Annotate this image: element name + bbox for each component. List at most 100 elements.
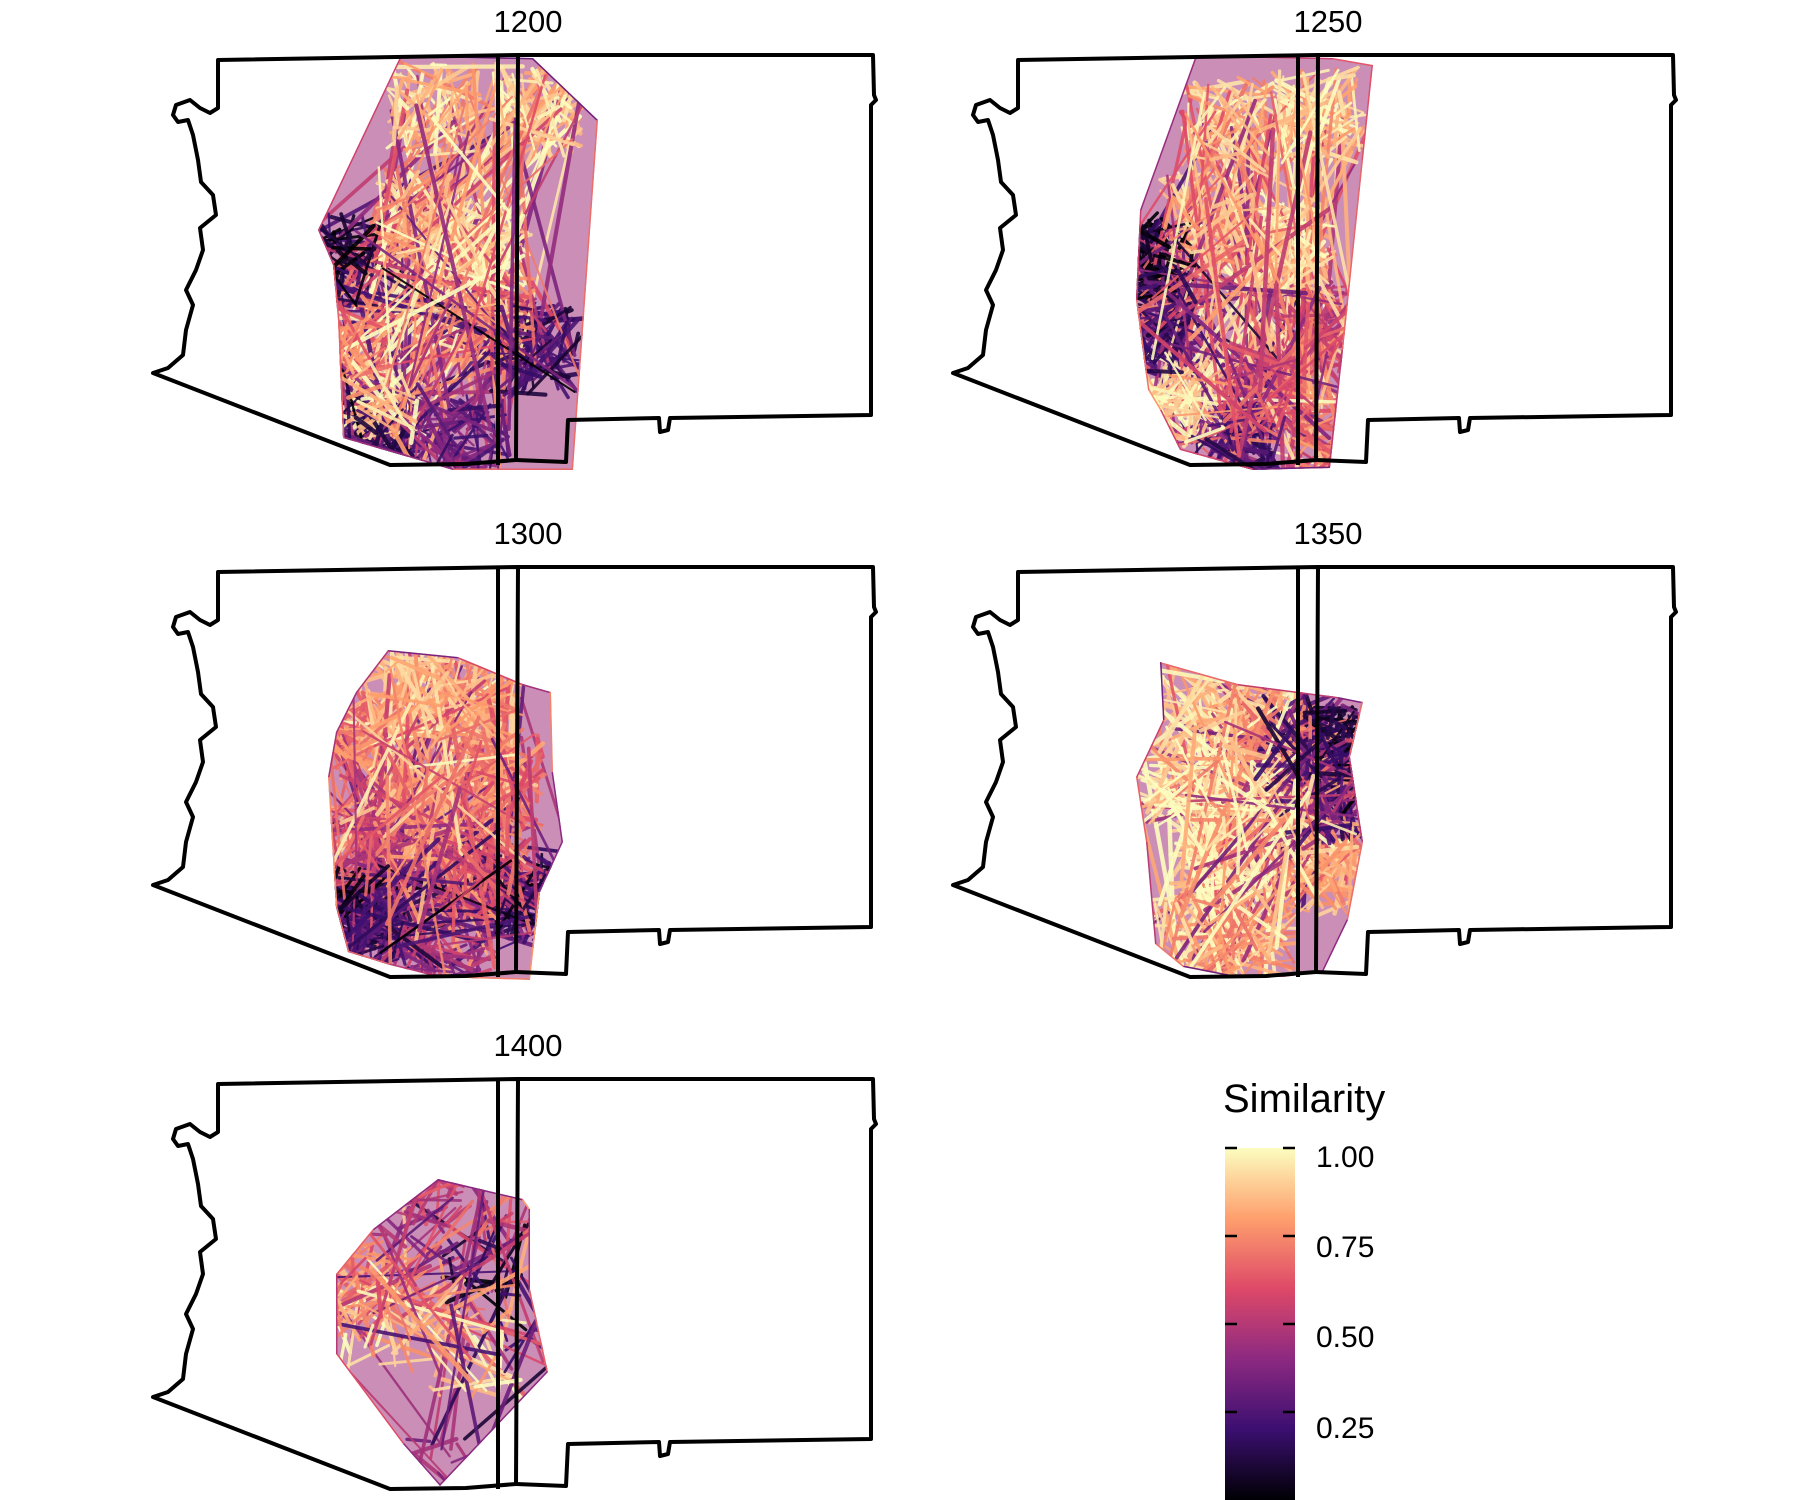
network-edge xyxy=(578,864,584,936)
network-edge xyxy=(360,818,407,888)
network-edge xyxy=(384,915,530,952)
network-edge xyxy=(336,1250,361,1293)
network-edge xyxy=(1184,793,1354,818)
network-edge xyxy=(292,1235,326,1269)
network-edge xyxy=(1136,776,1196,828)
network-edge xyxy=(414,420,459,430)
network-edge xyxy=(306,699,318,745)
network-edge xyxy=(407,1436,459,1457)
network-edge xyxy=(1136,262,1160,272)
network-edge xyxy=(1200,671,1304,680)
network-edge xyxy=(315,819,319,871)
network-edge xyxy=(1170,207,1221,242)
network-edge xyxy=(504,804,511,857)
network-edge xyxy=(389,75,412,80)
network-edge xyxy=(363,1323,375,1349)
network-edge xyxy=(1217,728,1236,949)
network-edge xyxy=(462,74,547,359)
network-edge xyxy=(1117,223,1127,287)
network-edge xyxy=(465,1296,514,1371)
network-edge xyxy=(549,691,555,773)
network-edge xyxy=(1130,212,1134,253)
network-edge xyxy=(311,877,318,948)
network-edge xyxy=(564,308,574,315)
network-edge xyxy=(1345,324,1359,362)
network-edge xyxy=(445,1236,490,1295)
network-edge xyxy=(1292,844,1360,856)
network-edge xyxy=(1304,283,1311,294)
network-edge xyxy=(362,462,373,470)
network-edge xyxy=(362,244,379,264)
network-edge xyxy=(1136,225,1141,258)
network-edge xyxy=(307,1295,318,1318)
similarity-network xyxy=(1136,662,1363,977)
network-edge xyxy=(1117,251,1130,279)
legend-label-025: 0.25 xyxy=(1316,1412,1374,1445)
network-edge xyxy=(1106,226,1126,302)
network-edge xyxy=(303,1226,334,1288)
network-edge xyxy=(379,859,513,954)
network-edge xyxy=(415,145,523,392)
network-edge xyxy=(468,1350,500,1402)
network-edge xyxy=(1304,738,1313,781)
network-edge xyxy=(1348,730,1363,783)
network-edge xyxy=(328,904,333,955)
network-edge xyxy=(1335,440,1370,470)
network-edge xyxy=(323,347,344,379)
network-edge xyxy=(397,368,412,398)
network-edge xyxy=(389,655,441,681)
network-edge xyxy=(425,182,435,264)
network-edge xyxy=(336,1300,344,1330)
network-edge xyxy=(1332,107,1341,148)
network-edge xyxy=(1228,671,1290,687)
network-edge xyxy=(336,978,371,980)
network-edge xyxy=(438,281,508,308)
network-edge xyxy=(1149,409,1157,424)
network-edge xyxy=(1171,197,1200,231)
network-edge xyxy=(1244,486,1266,494)
network-edge xyxy=(1169,879,1197,886)
network-edge xyxy=(1272,752,1295,774)
network-edge xyxy=(1269,90,1301,249)
network-edge xyxy=(449,933,488,941)
network-edge xyxy=(1136,322,1146,342)
network-edge xyxy=(1136,357,1140,372)
network-edge xyxy=(1188,234,1291,342)
network-edge xyxy=(1194,463,1209,470)
network-edge xyxy=(1302,708,1348,715)
network-edge xyxy=(339,967,373,980)
state-boundaries xyxy=(151,565,878,979)
network-edge xyxy=(1275,368,1302,429)
network-edge xyxy=(375,221,452,258)
network-edge xyxy=(1319,839,1348,872)
network-edge xyxy=(392,85,400,147)
network-edge xyxy=(536,105,560,120)
network-edge xyxy=(507,317,581,400)
network-edge xyxy=(1141,771,1205,834)
network-edge xyxy=(1190,466,1221,470)
network-edge xyxy=(290,1273,325,1279)
network-edge xyxy=(1211,85,1260,160)
network-edge xyxy=(1325,706,1337,740)
network-edge xyxy=(314,703,319,874)
network-edge xyxy=(453,98,464,133)
network-edge xyxy=(318,263,325,290)
network-edge xyxy=(373,88,410,260)
network-edge xyxy=(1104,234,1113,237)
network-edge xyxy=(414,103,493,429)
network-edge xyxy=(1205,756,1282,852)
network-edge xyxy=(330,370,418,424)
network-edge xyxy=(1136,220,1137,267)
network-edge xyxy=(529,1151,549,1171)
network-edge xyxy=(1264,477,1275,487)
network-edge xyxy=(509,1256,534,1297)
network-edge xyxy=(1281,863,1337,893)
network-edge xyxy=(438,1370,548,1486)
network-edge xyxy=(336,1309,365,1346)
network-edge xyxy=(416,1200,482,1471)
similarity-network xyxy=(318,55,598,470)
network-edge xyxy=(405,68,444,153)
network-edge xyxy=(328,702,338,719)
network-edge xyxy=(482,780,495,797)
